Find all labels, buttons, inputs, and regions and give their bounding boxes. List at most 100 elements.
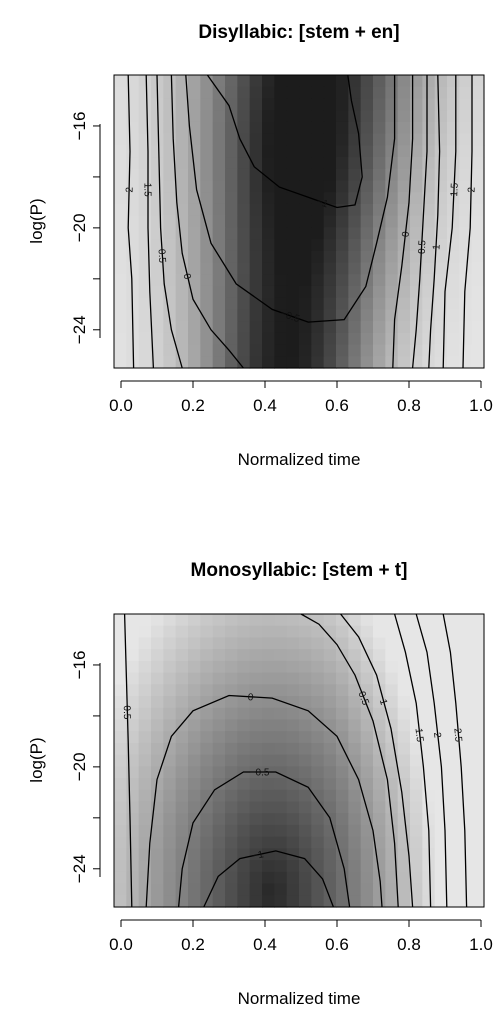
heatmap-cell xyxy=(385,660,399,674)
heatmap-cell xyxy=(151,297,164,310)
heatmap-cell xyxy=(237,192,251,205)
heatmap-cell xyxy=(114,344,127,357)
heatmap-cell xyxy=(262,614,275,627)
heatmap-cell xyxy=(175,192,189,205)
heatmap-cell xyxy=(323,696,337,709)
heatmap-cell xyxy=(200,813,214,826)
heatmap-cell xyxy=(323,719,337,732)
heatmap-cell xyxy=(323,637,337,650)
heatmap-cell xyxy=(114,145,127,158)
heatmap-cell xyxy=(274,239,288,252)
heatmap-cell xyxy=(114,672,127,685)
heatmap-cell xyxy=(410,707,423,721)
heatmap-cell xyxy=(471,285,485,299)
heatmap-cell xyxy=(299,766,312,779)
heatmap-cell xyxy=(360,297,374,310)
heatmap-cell xyxy=(373,731,386,744)
heatmap-cell xyxy=(471,719,485,732)
heatmap-cell xyxy=(151,649,164,662)
contour-label: 2 xyxy=(125,186,136,192)
heatmap-cell xyxy=(434,86,448,100)
heatmap-cell xyxy=(336,285,349,299)
heatmap-cell xyxy=(410,649,423,662)
heatmap-cell xyxy=(163,860,177,873)
heatmap-cell xyxy=(151,778,164,791)
heatmap-cell xyxy=(114,895,127,908)
heatmap-cell xyxy=(163,239,177,252)
heatmap-cell xyxy=(397,766,411,779)
heatmap-cell xyxy=(459,356,473,369)
heatmap-cell xyxy=(200,297,214,310)
heatmap-cell xyxy=(200,344,214,357)
heatmap-cell xyxy=(447,98,460,111)
heatmap-cell xyxy=(200,801,214,814)
heatmap-cell xyxy=(471,696,485,709)
heatmap-cell xyxy=(126,824,140,838)
heatmap-cell xyxy=(212,168,226,182)
heatmap-cell xyxy=(336,742,349,756)
heatmap-cell xyxy=(237,239,251,252)
heatmap-cell xyxy=(447,145,460,158)
heatmap-cell xyxy=(126,883,140,896)
heatmap-cell xyxy=(471,309,485,322)
heatmap-cell xyxy=(114,742,127,756)
heatmap-cell xyxy=(397,110,411,123)
heatmap-cell xyxy=(336,778,349,791)
heatmap-cell xyxy=(299,614,312,627)
heatmap-cell xyxy=(311,344,325,357)
heatmap-cell xyxy=(212,883,226,896)
heatmap-cell xyxy=(336,309,349,322)
heatmap-cell xyxy=(385,203,399,217)
heatmap-cell xyxy=(225,801,238,814)
heatmap-cell xyxy=(175,625,189,639)
heatmap-cell xyxy=(299,250,312,264)
heatmap-cell xyxy=(151,274,164,287)
heatmap-cell xyxy=(200,719,214,732)
heatmap-cell xyxy=(274,719,288,732)
heatmap-cell xyxy=(274,637,288,650)
heatmap-cell xyxy=(397,731,411,744)
heatmap-cell xyxy=(274,75,288,88)
heatmap-cell xyxy=(311,637,325,650)
heatmap-cell xyxy=(373,262,386,275)
contour-label: 0 xyxy=(181,273,193,281)
heatmap-cell xyxy=(410,836,423,849)
heatmap-cell xyxy=(422,754,436,767)
heatmap-cell xyxy=(447,871,460,885)
heatmap-cell xyxy=(471,192,485,205)
heatmap-cell xyxy=(114,168,127,182)
heatmap-cell xyxy=(114,707,127,721)
heatmap-cell xyxy=(262,239,275,252)
heatmap-cell xyxy=(286,250,300,264)
heatmap-cell xyxy=(459,801,473,814)
heatmap-cell xyxy=(262,824,275,838)
heatmap-cell xyxy=(249,157,263,170)
heatmap-cell xyxy=(459,309,473,322)
heatmap-cell xyxy=(360,672,374,685)
heatmap-cell xyxy=(360,895,374,908)
heatmap-cell xyxy=(397,86,411,100)
y-axis: −16 −20 −24 xyxy=(70,112,101,344)
heatmap-cell xyxy=(225,356,238,369)
heatmap-cell xyxy=(200,836,214,849)
heatmap-cell xyxy=(212,719,226,732)
heatmap-cell xyxy=(151,813,164,826)
heatmap-cell xyxy=(459,696,473,709)
heatmap-cell xyxy=(360,250,374,264)
heatmap-cell xyxy=(323,192,337,205)
heatmap-cell xyxy=(422,719,436,732)
heatmap-cell xyxy=(311,813,325,826)
heatmap-cell xyxy=(237,180,251,193)
heatmap-cell xyxy=(373,813,386,826)
heatmap-cell xyxy=(225,637,238,650)
heatmap-cell xyxy=(114,227,127,240)
heatmap-cell xyxy=(336,871,349,885)
heatmap-cell xyxy=(200,274,214,287)
heatmap-cell xyxy=(225,754,238,767)
heatmap-cell xyxy=(471,121,485,135)
heatmap-cell xyxy=(200,321,214,334)
heatmap-cell xyxy=(126,778,140,791)
heatmap-cell xyxy=(373,719,386,732)
